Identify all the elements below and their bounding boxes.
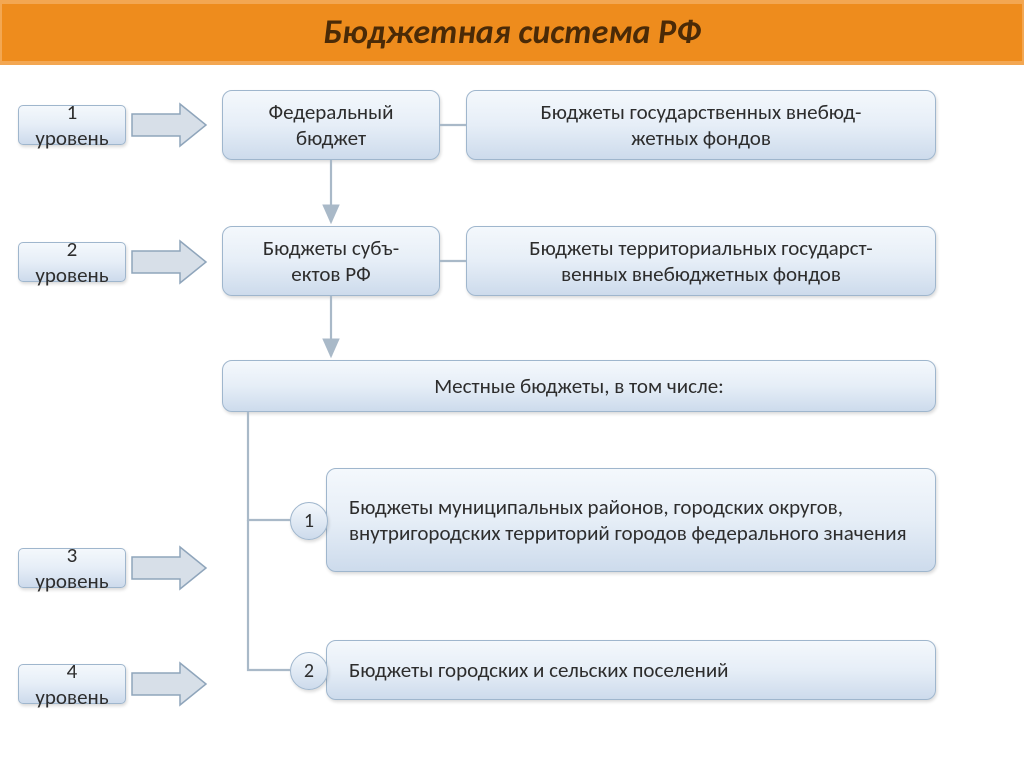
title-bar: Бюджетная система РФ <box>0 0 1024 65</box>
box-federal-budget: Федеральный бюджет <box>222 90 440 160</box>
circle-2: 2 <box>290 652 328 690</box>
box-territorial-funds: Бюджеты территориальных государст- венны… <box>466 226 936 296</box>
level-3-label: 3 уровень <box>18 548 126 588</box>
link-local-tree-2 <box>248 520 290 670</box>
diagram-stage: Бюджетная система РФ 1 уровень 2 уровень… <box>0 0 1024 767</box>
box-local-1: Бюджеты муниципальных районов, городских… <box>326 468 936 572</box>
level-4-label: 4 уровень <box>18 664 126 704</box>
level-1-label: 1 уровень <box>18 105 126 145</box>
box-local-2: Бюджеты городских и сельских поселений <box>326 640 936 700</box>
block-arrow-4 <box>132 663 206 705</box>
block-arrow-3 <box>132 547 206 589</box>
circle-1: 1 <box>290 502 328 540</box>
box-subjects: Бюджеты субъ- ектов РФ <box>222 226 440 296</box>
block-arrow-2 <box>132 241 206 283</box>
block-arrow-1 <box>132 104 206 146</box>
box-gov-funds: Бюджеты государственных внебюд- жетных ф… <box>466 90 936 160</box>
box-local-header: Местные бюджеты, в том числе: <box>222 360 936 412</box>
page-title: Бюджетная система РФ <box>323 12 701 53</box>
link-local-tree <box>248 412 290 520</box>
level-2-label: 2 уровень <box>18 242 126 282</box>
title-inner: Бюджетная система РФ <box>2 4 1022 61</box>
